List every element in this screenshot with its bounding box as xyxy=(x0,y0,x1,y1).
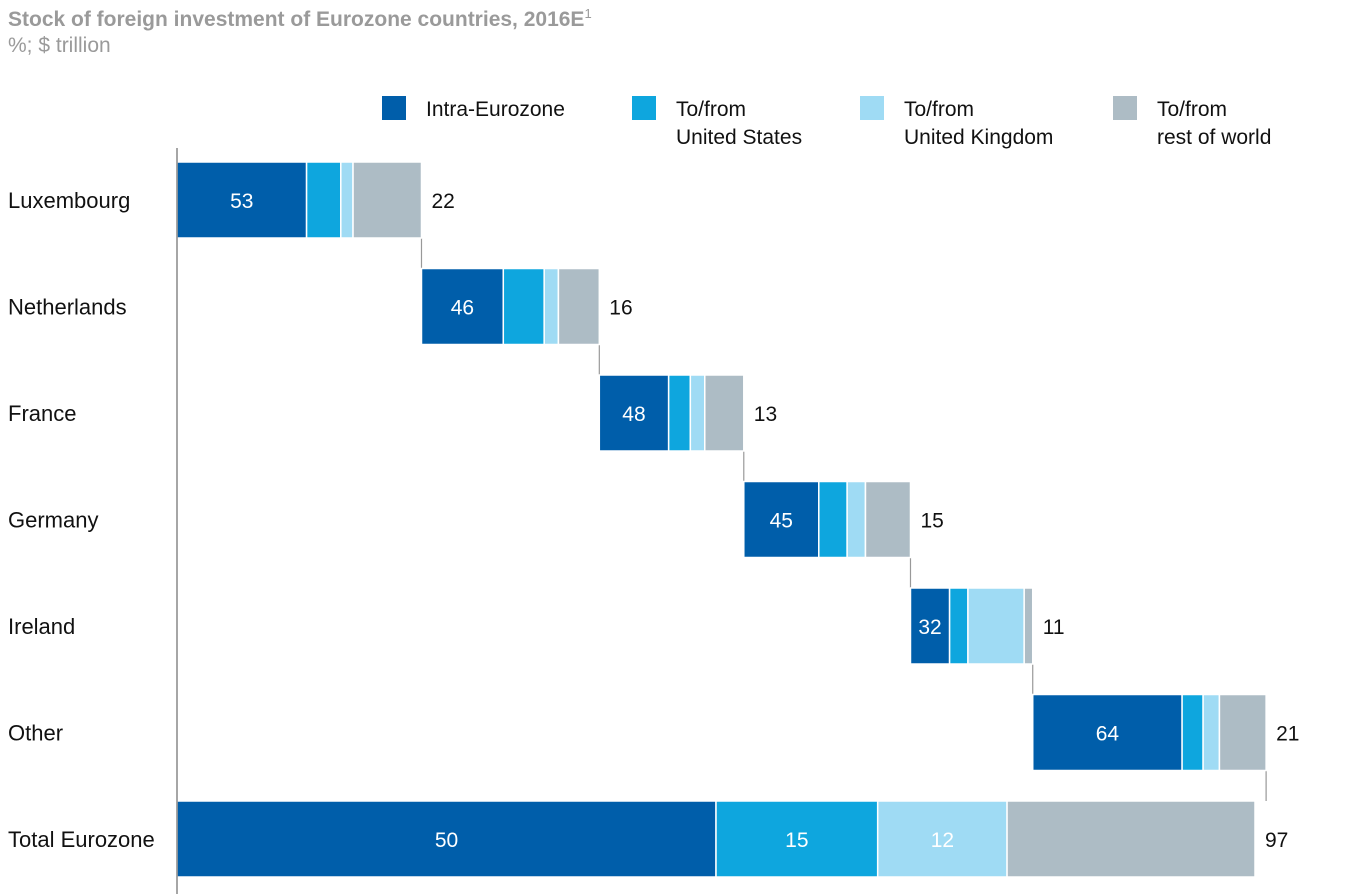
row-ireland: Ireland 32 11 xyxy=(8,587,1065,665)
bar-segment-intra-eurozone xyxy=(743,480,820,559)
total-value-label: 22 xyxy=(431,190,454,213)
legend-swatch xyxy=(860,96,884,120)
bars: Luxembourg 53 22 Netherlands 46 16 France 48 13 G… xyxy=(8,161,1299,878)
legend-item-to-from-united-states: To/from United States xyxy=(632,96,802,149)
bar-segment-to-from-united-states xyxy=(502,267,545,346)
legend-label: rest of world xyxy=(1157,126,1271,149)
bar-segment-to-from-rest-of-world xyxy=(557,267,601,346)
bar-segment-to-from-rest-of-world xyxy=(704,374,745,452)
bar-segment-to-from-united-states xyxy=(1181,693,1204,772)
bar-segment-to-from-united-states xyxy=(818,480,848,559)
bar-segment-to-from-united-kingdom xyxy=(340,161,354,239)
segment-value-label: 32 xyxy=(918,616,941,639)
title-footnote: 1 xyxy=(584,6,592,21)
bar-segment-to-from-united-kingdom xyxy=(543,267,560,346)
bar-segment-to-from-united-states xyxy=(305,161,342,239)
chart-title-text: Stock of foreign investment of Eurozone … xyxy=(8,8,585,31)
segment-value-label: 12 xyxy=(931,829,954,852)
category-label: Ireland xyxy=(8,614,75,639)
row-luxembourg: Luxembourg 53 22 xyxy=(8,161,455,239)
segment-value-label: 48 xyxy=(622,403,645,426)
bar-segment-to-from-united-states xyxy=(667,374,692,452)
bar-segment-to-from-united-kingdom xyxy=(846,480,867,559)
legend-swatch xyxy=(1113,96,1137,120)
bar-segment-to-from-united-kingdom xyxy=(876,800,1008,878)
legend-item-intra-eurozone: Intra-Eurozone xyxy=(382,96,565,121)
segment-value-label: 50 xyxy=(435,829,458,852)
legend-label: To/from xyxy=(676,98,746,121)
bar-segment-to-from-rest-of-world xyxy=(352,161,423,239)
total-value-label: 11 xyxy=(1043,616,1065,639)
legend-item-to-from-united-kingdom: To/from United Kingdom xyxy=(860,96,1053,149)
category-label: Luxembourg xyxy=(8,188,130,213)
total-value-label: 15 xyxy=(920,510,943,533)
segment-value-label: 53 xyxy=(230,190,253,213)
segment-value-label: 46 xyxy=(451,297,474,320)
legend-label: To/from xyxy=(1157,98,1227,121)
row-netherlands: Netherlands 46 16 xyxy=(8,267,633,346)
chart-title: Stock of foreign investment of Eurozone … xyxy=(8,6,592,32)
category-label: Netherlands xyxy=(8,295,127,320)
bar-segment-to-from-rest-of-world xyxy=(1218,693,1267,772)
total-value-label: 97 xyxy=(1265,829,1288,852)
category-label: Other xyxy=(8,721,63,746)
legend-swatch xyxy=(382,96,406,120)
row-france: France 48 13 xyxy=(8,374,777,452)
legend-label: United States xyxy=(676,126,802,149)
bar-segment-to-from-rest-of-world xyxy=(1006,800,1256,878)
row-germany: Germany 45 15 xyxy=(8,480,944,559)
chart-subtitle: %; $ trillion xyxy=(8,34,111,57)
segment-value-label: 64 xyxy=(1096,723,1120,746)
legend-label: Intra-Eurozone xyxy=(426,98,565,121)
bar-segment-to-from-rest-of-world xyxy=(864,480,912,559)
total-value-label: 13 xyxy=(754,403,777,426)
bar-segment-to-from-united-states xyxy=(715,800,879,878)
category-label: France xyxy=(8,401,76,426)
category-label: Total Eurozone xyxy=(8,827,155,852)
row-total-eurozone: Total Eurozone 50 15 12 97 xyxy=(8,800,1288,878)
legend-label: To/from xyxy=(904,98,974,121)
bar-segment-to-from-united-kingdom xyxy=(967,587,1025,665)
legend-label: United Kingdom xyxy=(904,126,1053,149)
segment-value-label: 45 xyxy=(770,510,793,533)
segment-value-label: 15 xyxy=(785,829,808,852)
total-value-label: 21 xyxy=(1276,723,1299,746)
row-other: Other 64 21 xyxy=(8,693,1299,772)
bar-segment-to-from-united-kingdom xyxy=(1202,693,1221,772)
category-label: Germany xyxy=(8,508,98,533)
bar-segment-intra-eurozone xyxy=(176,161,308,239)
connectors xyxy=(420,238,1267,801)
bar-segment-to-from-united-states xyxy=(948,587,969,665)
bar-segment-to-from-rest-of-world xyxy=(1023,587,1034,665)
total-value-label: 16 xyxy=(609,297,632,320)
legend-item-to-from-rest-of-world: To/from rest of world xyxy=(1113,96,1271,149)
legend-swatch xyxy=(632,96,656,120)
bar-segment-to-from-united-kingdom xyxy=(689,374,706,452)
